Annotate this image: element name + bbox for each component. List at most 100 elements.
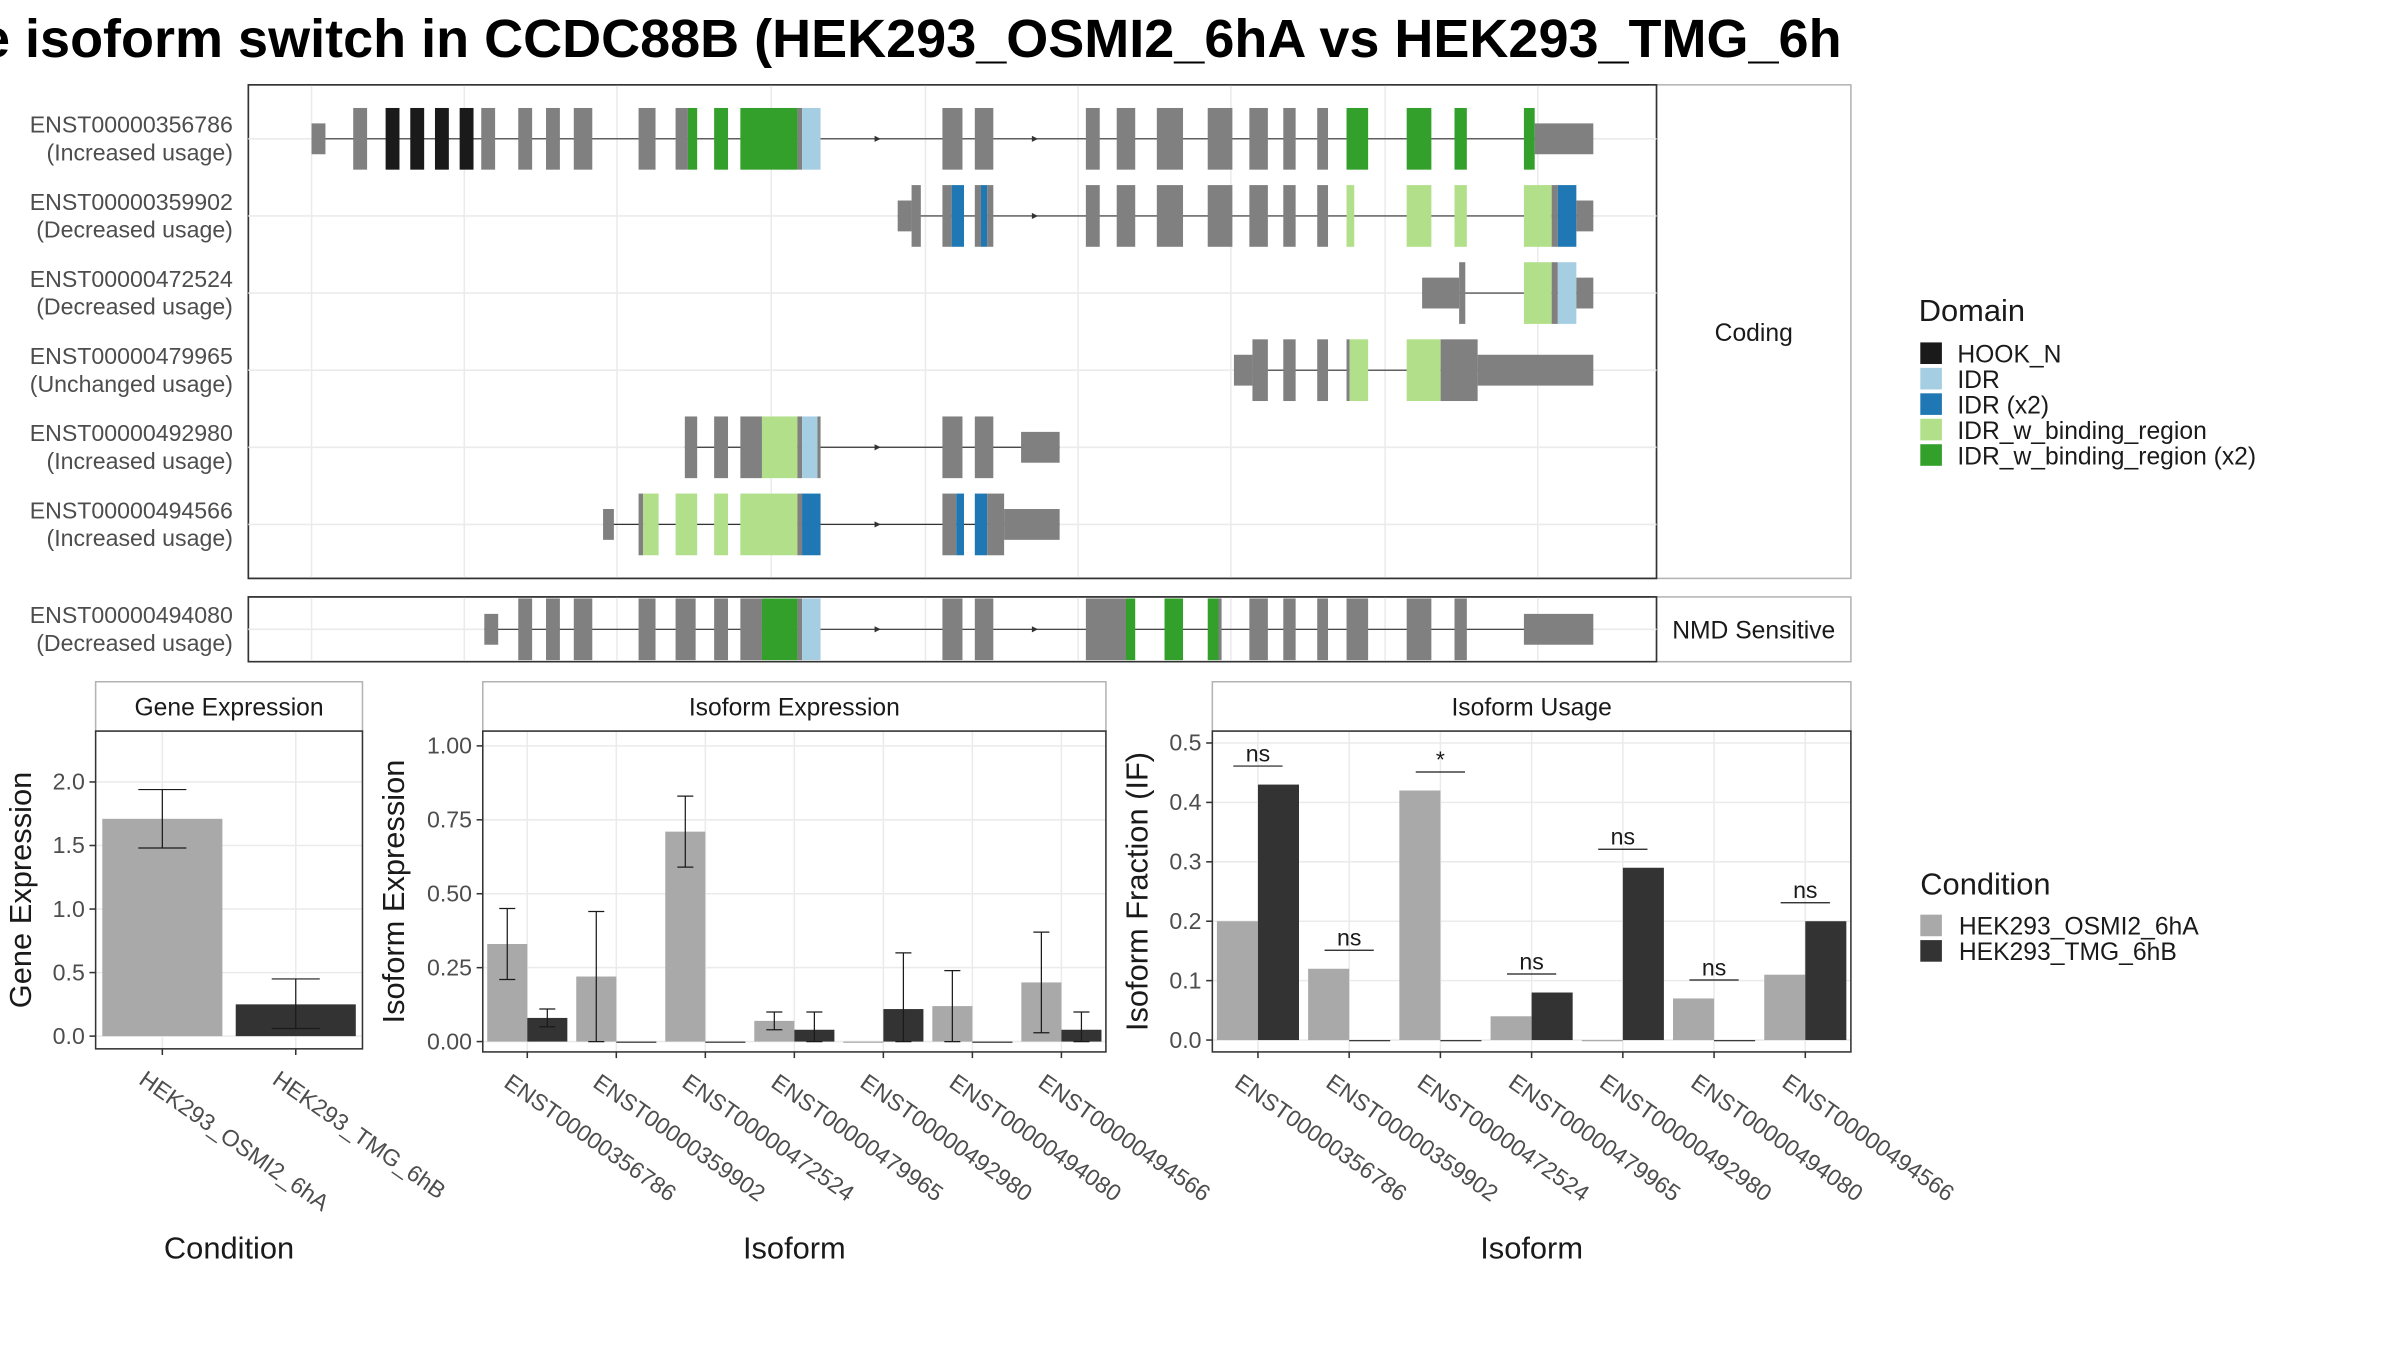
y-tick-label: 0.5 [1169, 730, 1201, 756]
exon-idr-w-binding-region [1454, 185, 1467, 247]
bar [754, 1020, 795, 1042]
exon-exon [603, 508, 614, 540]
exon-exon [675, 598, 696, 661]
exon-idr-w-binding-region [761, 416, 798, 479]
y-tick-label: 0.0 [53, 1023, 85, 1049]
y-axis-title: Isoform Expression [376, 760, 411, 1024]
exon-idr-w-binding-region [1346, 185, 1355, 247]
strip-1 [1655, 596, 1852, 663]
legend-key [1920, 444, 1942, 466]
exon-exon [1459, 262, 1466, 324]
exon-exon [1218, 598, 1222, 661]
bar [1581, 1040, 1623, 1042]
legend-label: IDR_w_binding_region [1957, 418, 2206, 445]
y-tick-label: 1.0 [53, 896, 85, 922]
exon-idr-w-binding-region-x2- [1406, 107, 1432, 170]
exon-exon [974, 598, 994, 661]
exon-exon [797, 416, 803, 479]
y-tick-label: 0.1 [1169, 967, 1201, 993]
exon-exon [1551, 185, 1558, 247]
exon-exon [897, 200, 912, 232]
legend-key [1920, 393, 1942, 415]
exon-exon [1207, 185, 1233, 247]
panel-border [247, 84, 1658, 580]
isoform-label: ENST00000356786 [30, 112, 233, 138]
error-bar [271, 978, 320, 1030]
exon-exon [1233, 354, 1253, 386]
y-tick-label: 0.0 [1169, 1027, 1201, 1053]
y-tick-label: 0.5 [53, 959, 85, 985]
isoform-label: ENST00000479965 [30, 343, 233, 369]
exon-exon [1317, 598, 1329, 661]
strip-0 [1655, 84, 1852, 580]
exon-exon [638, 107, 656, 170]
exon-exon [817, 416, 821, 479]
exon-exon [1085, 598, 1126, 661]
exon-hook-n [410, 107, 425, 170]
x-tick-label: ENST00000494566 [1778, 1069, 1959, 1207]
legend-label: IDR (x2) [1957, 392, 2049, 419]
exon-exon [484, 613, 499, 645]
significance-label: ns [1793, 877, 1817, 903]
legend-key [1920, 342, 1942, 365]
y-axis-title: Isoform Fraction (IF) [1120, 752, 1155, 1031]
exon-exon [1004, 508, 1060, 540]
figure-title: e isoform switch in CCDC88B (HEK293_OSMI… [0, 9, 1842, 69]
bar [1673, 998, 1715, 1041]
y-tick-label: 1.5 [53, 832, 85, 858]
bar [705, 1041, 746, 1043]
error-bar [539, 1008, 556, 1028]
error-bar [944, 969, 961, 1043]
exon-exon [684, 416, 698, 479]
exon-exon [518, 598, 533, 661]
exon-idr-x2- [980, 185, 988, 247]
y-tick-label: 0.50 [427, 880, 472, 906]
exon-exon [942, 185, 952, 247]
exon-exon [481, 107, 496, 170]
exon-exon [1283, 185, 1296, 247]
legend-label: IDR [1957, 367, 1999, 394]
exon-idr-w-binding-region-x2- [1523, 107, 1535, 170]
exon-exon [1523, 613, 1594, 645]
significance-label: ns [1337, 925, 1361, 951]
exon-idr-w-binding-region [1349, 339, 1369, 402]
bar [1257, 784, 1300, 1041]
condition-legend-title: Condition [1920, 867, 2050, 902]
legend-label: HEK293_OSMI2_6hA [1959, 914, 2199, 941]
facet-title: Gene Expression [134, 695, 323, 722]
isoform-label: ENST00000492980 [30, 420, 233, 446]
exon-exon [714, 416, 729, 479]
exon-idr-w-binding-region-x2- [687, 107, 698, 170]
exon-idr [1557, 262, 1577, 324]
exon-idr-w-binding-region-x2- [1164, 598, 1184, 661]
x-axis-title: Isoform [1480, 1231, 1583, 1266]
bar [527, 1017, 568, 1042]
x-axis-title: Condition [164, 1231, 294, 1266]
significance-label: ns [1702, 954, 1726, 980]
exon-exon [546, 107, 560, 170]
isoform-label: ENST00000494080 [30, 602, 233, 628]
exon-exon [1116, 107, 1136, 170]
exon-exon [1576, 277, 1594, 309]
exon-exon [797, 493, 803, 556]
exon-exon [974, 185, 981, 247]
bar [1216, 921, 1258, 1041]
facet-title: Isoform Usage [1451, 695, 1611, 722]
exon-idr-x2- [1557, 185, 1577, 247]
exon-exon [1252, 339, 1268, 402]
legend-key [1920, 940, 1942, 962]
exon-idr-w-binding-region-x2- [714, 107, 729, 170]
facet-strip [1211, 680, 1852, 732]
error-bar [677, 795, 694, 868]
exon-exon [1283, 107, 1296, 170]
exon-exon [573, 598, 593, 661]
usage-label: (Increased usage) [47, 448, 233, 474]
exon-hook-n [434, 107, 449, 170]
usage-label: (Decreased usage) [36, 630, 233, 656]
exon-exon [1156, 185, 1184, 247]
direction-arrow [874, 444, 881, 451]
exon-exon [987, 493, 1005, 556]
exon-exon [740, 598, 762, 661]
exon-idr [802, 107, 821, 170]
